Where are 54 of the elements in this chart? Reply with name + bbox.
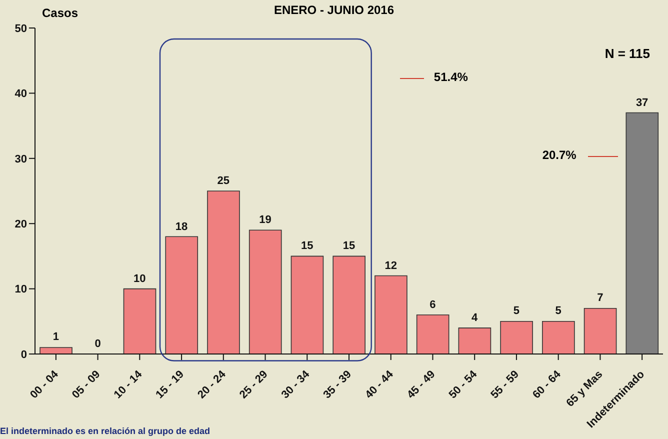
y-tick-label: 0 [20, 348, 27, 361]
data-label: 7 [596, 292, 604, 304]
y-tick-label: 40 [14, 88, 27, 100]
x-tick-label: 25 - 29 [238, 368, 270, 402]
y-tick-label: 30 [14, 153, 27, 166]
x-tick-label: 45 - 49 [404, 368, 438, 402]
bar [40, 347, 72, 354]
bar [207, 190, 240, 354]
x-tick-label: 05 - 09 [70, 368, 103, 402]
chart-title: ENERO - JUNIO 2016 [274, 3, 394, 17]
data-label: 5 [512, 305, 521, 318]
x-tick-label: 10 - 14 [112, 368, 146, 402]
x-tick-label: 20 - 24 [196, 368, 229, 402]
bar [332, 256, 366, 354]
x-tick-label: 60 - 64 [530, 368, 564, 402]
bar [626, 112, 659, 354]
data-label: 25 [216, 175, 231, 187]
y-tick-label: 10 [14, 284, 27, 296]
data-label: 6 [428, 298, 437, 311]
data-label: 10 [132, 272, 147, 285]
y-tick-label: 20 [14, 218, 27, 231]
x-tick-label: 00 - 04 [28, 368, 62, 402]
bar [416, 314, 450, 354]
data-label: 0 [94, 338, 102, 350]
bar [165, 236, 198, 354]
bar [500, 321, 533, 354]
x-tick-label: 15 - 19 [154, 368, 186, 402]
bar [248, 230, 282, 354]
data-label: 15 [300, 240, 314, 252]
bar [123, 288, 156, 354]
x-tick-label: 50 - 54 [446, 368, 480, 402]
x-tick-label: 55 - 59 [488, 368, 522, 402]
data-label: 5 [554, 305, 562, 318]
data-label: 12 [384, 260, 398, 272]
y-axis-title: Casos [42, 6, 78, 20]
text: El indeterminado es en relación al grupo de edad [0, 426, 210, 436]
y-tick-label: 50 [14, 22, 27, 35]
bar [584, 308, 617, 354]
annotation: 20.7% [542, 148, 578, 162]
data-label: 19 [258, 214, 272, 226]
x-tick-label: 40 - 44 [363, 368, 396, 402]
x-tick-label: 30 - 34 [279, 368, 313, 402]
data-label: 37 [634, 96, 650, 109]
annotation: N = 115 [604, 46, 650, 62]
bar [374, 275, 408, 354]
bar [542, 321, 575, 354]
bar [458, 328, 492, 354]
data-label: 15 [342, 240, 356, 252]
data-label: 18 [174, 220, 189, 233]
annotation: 51.4% [432, 70, 468, 84]
x-tick-label: 35 - 39 [321, 368, 354, 402]
bar [290, 256, 324, 354]
data-label: 1 [52, 331, 60, 344]
data-label: 4 [470, 312, 479, 324]
